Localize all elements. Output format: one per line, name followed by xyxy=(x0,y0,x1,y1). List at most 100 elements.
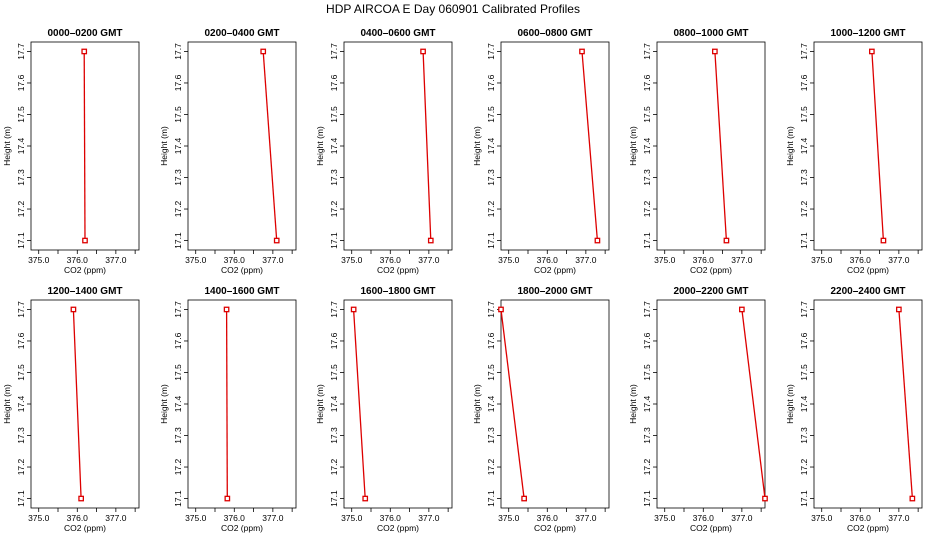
x-tick-label: 376.0 xyxy=(537,255,559,265)
y-axis-label: Height (m) xyxy=(628,384,638,424)
x-tick-label: 375.0 xyxy=(185,255,207,265)
figure-title: HDP AIRCOA E Day 060901 Calibrated Profi… xyxy=(326,2,580,16)
y-tick-label: 17.7 xyxy=(486,43,496,60)
y-tick-label: 17.7 xyxy=(486,301,496,318)
y-tick-label: 17.6 xyxy=(799,74,809,91)
panel-title: 1800–2000 GMT xyxy=(517,286,592,297)
profile-point xyxy=(70,306,77,313)
profile-point xyxy=(78,495,84,502)
x-tick-label: 376.0 xyxy=(850,513,872,523)
y-tick-label: 17.4 xyxy=(799,395,809,412)
x-axis-label: CO2 (ppm) xyxy=(221,265,263,275)
x-tick-label: 375.0 xyxy=(185,513,207,523)
y-tick-label: 17.4 xyxy=(486,137,496,154)
plot-frame xyxy=(500,41,610,251)
y-tick-label: 17.2 xyxy=(642,458,652,475)
y-tick-label: 17.4 xyxy=(16,137,26,154)
x-tick-label: 376.0 xyxy=(67,513,89,523)
x-tick-label: 376.0 xyxy=(224,513,246,523)
y-axis-label: Height (m) xyxy=(472,126,482,166)
profile-line xyxy=(871,51,885,241)
y-tick-label: 17.3 xyxy=(642,169,652,186)
y-tick-label: 17.4 xyxy=(173,395,183,412)
plot-frame xyxy=(187,41,297,251)
y-tick-label: 17.7 xyxy=(642,43,652,60)
profile-line xyxy=(898,309,914,499)
y-tick-label: 17.1 xyxy=(642,490,652,507)
y-tick-label: 17.2 xyxy=(329,200,339,217)
profile-point xyxy=(896,306,902,313)
x-tick-label: 377.0 xyxy=(105,255,127,265)
y-tick-label: 17.6 xyxy=(486,74,496,91)
y-tick-label: 17.2 xyxy=(16,458,26,475)
profile-point xyxy=(224,495,231,502)
y-axis-label: Height (m) xyxy=(315,384,325,424)
x-tick-label: 377.0 xyxy=(731,255,753,265)
profile-point xyxy=(869,48,875,55)
panel-title: 1600–1800 GMT xyxy=(360,286,435,297)
y-tick-label: 17.5 xyxy=(173,106,183,123)
x-tick-label: 375.0 xyxy=(654,513,676,523)
y-tick-label: 17.2 xyxy=(486,458,496,475)
x-tick-label: 377.0 xyxy=(731,513,753,523)
panel-title: 0000–0200 GMT xyxy=(47,28,122,39)
panel-title: 1200–1400 GMT xyxy=(47,286,122,297)
profile-line xyxy=(422,51,432,241)
y-tick-label: 17.4 xyxy=(16,395,26,412)
panel-title: 0800–1000 GMT xyxy=(673,28,748,39)
y-tick-label: 17.7 xyxy=(329,301,339,318)
profile-point xyxy=(739,306,745,313)
y-axis-label: Height (m) xyxy=(159,384,169,424)
y-tick-label: 17.7 xyxy=(799,301,809,318)
y-tick-label: 17.4 xyxy=(642,137,652,154)
plot-frame xyxy=(813,41,923,251)
y-tick-label: 17.5 xyxy=(329,106,339,123)
y-tick-label: 17.5 xyxy=(16,364,26,381)
y-tick-label: 17.2 xyxy=(173,458,183,475)
profile-point xyxy=(712,48,718,55)
y-tick-label: 17.5 xyxy=(642,364,652,381)
y-tick-label: 17.3 xyxy=(173,427,183,444)
y-tick-label: 17.1 xyxy=(16,232,26,249)
y-tick-label: 17.1 xyxy=(16,490,26,507)
x-tick-label: 375.0 xyxy=(811,513,833,523)
y-tick-label: 17.1 xyxy=(329,232,339,249)
plot-frame xyxy=(187,299,297,509)
plot-frame xyxy=(343,299,453,509)
y-tick-label: 17.6 xyxy=(329,332,339,349)
y-tick-label: 17.3 xyxy=(16,427,26,444)
y-tick-label: 17.4 xyxy=(642,395,652,412)
x-axis-label: CO2 (ppm) xyxy=(64,265,106,275)
y-tick-label: 17.1 xyxy=(799,490,809,507)
x-tick-label: 376.0 xyxy=(537,513,559,523)
x-tick-label: 375.0 xyxy=(811,255,833,265)
y-tick-label: 17.6 xyxy=(486,332,496,349)
profile-point xyxy=(223,306,230,313)
profile-point xyxy=(362,495,369,502)
profile-point xyxy=(723,237,730,244)
y-tick-label: 17.6 xyxy=(16,332,26,349)
y-axis-label: Height (m) xyxy=(628,126,638,166)
y-tick-label: 17.7 xyxy=(16,43,26,60)
x-axis-label: CO2 (ppm) xyxy=(690,523,732,533)
y-tick-label: 17.6 xyxy=(173,74,183,91)
x-axis-label: CO2 (ppm) xyxy=(847,523,889,533)
y-tick-label: 17.7 xyxy=(16,301,26,318)
profile-line xyxy=(225,309,228,499)
y-axis-label: Height (m) xyxy=(159,126,169,166)
profile-point xyxy=(762,495,768,502)
profile-point xyxy=(579,48,585,55)
y-tick-label: 17.2 xyxy=(642,200,652,217)
panel-title: 1400–1600 GMT xyxy=(204,286,279,297)
profile-point xyxy=(273,237,280,244)
y-tick-label: 17.2 xyxy=(799,200,809,217)
x-tick-label: 376.0 xyxy=(693,513,715,523)
